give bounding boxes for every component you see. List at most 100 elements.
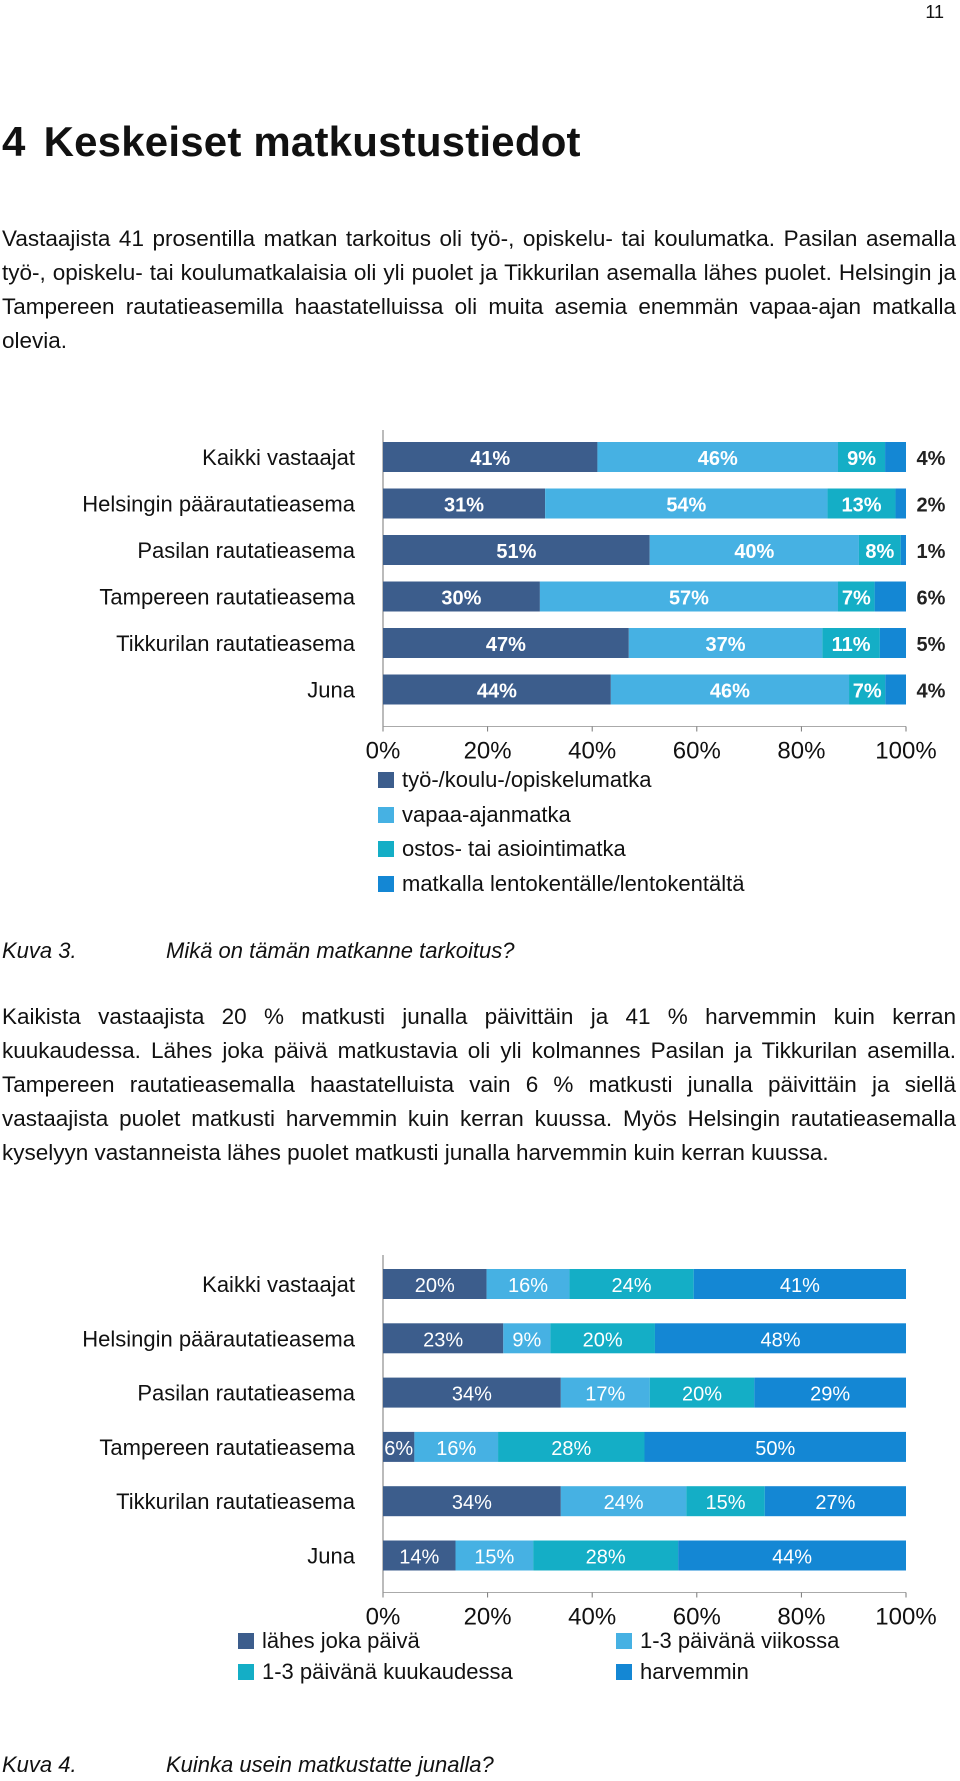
category-label: Kaikki vastaajat xyxy=(202,445,355,470)
bar-segment xyxy=(560,1377,650,1408)
data-label: 2% xyxy=(917,495,946,517)
data-label: 8% xyxy=(865,541,894,563)
bar-segment xyxy=(885,674,906,705)
x-tick-label: 0% xyxy=(366,738,401,765)
section-number: 4 xyxy=(2,118,26,165)
bar-segment xyxy=(383,1486,561,1517)
data-label: 50% xyxy=(755,1438,795,1460)
data-label: 20% xyxy=(583,1329,623,1351)
data-label: 24% xyxy=(604,1492,644,1514)
bar-segment xyxy=(383,628,629,658)
x-tick-label: 20% xyxy=(464,738,512,765)
bar-segment xyxy=(539,581,839,612)
legend-label: työ-/koulu-/opiskelumatka xyxy=(402,767,652,792)
data-label: 20% xyxy=(682,1384,722,1406)
category-label: Pasilan rautatieasema xyxy=(137,538,355,563)
bar-segment xyxy=(597,442,839,472)
bar-segment xyxy=(654,1323,906,1354)
x-tick-label: 40% xyxy=(568,738,616,765)
legend-label: 1-3 päivänä kuukaudessa xyxy=(262,1659,513,1684)
travel-frequency-chart: 0% 20% 40% 60% 80% 100% Kaikki vastaajat 20% 16%… xyxy=(82,1255,937,1684)
category-label: Tampereen rautatieasema xyxy=(99,1435,355,1460)
x-tick-label: 80% xyxy=(777,738,825,765)
legend-label: harvemmin xyxy=(640,1659,749,1684)
data-label: 13% xyxy=(842,495,882,517)
caption-label: Kuva 3. xyxy=(2,938,77,963)
bar-segment xyxy=(383,674,611,705)
x-tick-label: 100% xyxy=(875,1604,936,1631)
bar-segment xyxy=(822,628,880,658)
bar-segment xyxy=(849,674,886,705)
data-label: 9% xyxy=(512,1329,541,1351)
bar-segment xyxy=(383,1323,504,1354)
data-label: 7% xyxy=(853,681,882,703)
data-label: 6% xyxy=(384,1438,413,1460)
bar-segment xyxy=(414,1431,499,1462)
bar-segment xyxy=(560,1486,687,1517)
data-label: 54% xyxy=(666,495,706,517)
bar-segment xyxy=(827,488,896,519)
bar-segment xyxy=(383,1540,456,1571)
data-label: 20% xyxy=(415,1275,455,1297)
data-label: 4% xyxy=(917,681,946,703)
category-label: Tampereen rautatieasema xyxy=(99,585,355,610)
bar-segment xyxy=(383,442,598,472)
bar-segment xyxy=(838,581,875,612)
data-label: 30% xyxy=(441,588,481,610)
legend-label: lähes joka päivä xyxy=(262,1628,421,1653)
data-label: 1% xyxy=(917,541,946,563)
legend-label: vapaa-ajanmatka xyxy=(402,802,572,827)
bar-segment xyxy=(503,1323,551,1354)
x-tick-label: 0% xyxy=(366,1604,401,1631)
data-label: 47% xyxy=(486,634,526,656)
data-label: 27% xyxy=(815,1492,855,1514)
data-label: 15% xyxy=(706,1492,746,1514)
legend-label: matkalla lentokentälle/lentokentältä xyxy=(402,871,745,896)
data-label: 46% xyxy=(710,681,750,703)
x-tick-label: 100% xyxy=(875,738,936,765)
bar-segment xyxy=(486,1269,570,1299)
data-label: 51% xyxy=(496,541,536,563)
category-label: Juna xyxy=(307,1544,355,1569)
legend-swatch xyxy=(238,1664,254,1680)
legend-swatch xyxy=(616,1633,632,1649)
bar-segment xyxy=(550,1323,655,1354)
bar-segment xyxy=(838,442,886,472)
bar-segment xyxy=(754,1377,906,1408)
data-label: 14% xyxy=(399,1547,439,1569)
data-label: 15% xyxy=(474,1547,514,1569)
section-title: Keskeiset matkustustiedot xyxy=(43,118,581,165)
data-label: 5% xyxy=(917,634,946,656)
figure-caption-3: Kuva 3. Mikä on tämän matkanne tarkoitus? xyxy=(2,938,515,964)
bar-segment xyxy=(383,535,650,565)
bar-segment xyxy=(383,1431,415,1462)
bar-segment xyxy=(686,1486,765,1517)
bar-segment xyxy=(533,1540,679,1571)
bar-segment xyxy=(874,581,906,612)
figure-caption-4: Kuva 4. Kuinka usein matkustatte junalla? xyxy=(2,1752,494,1778)
bar-segment xyxy=(383,488,546,519)
data-label: 16% xyxy=(508,1275,548,1297)
bar-segment xyxy=(885,442,906,472)
bar-segment xyxy=(610,674,850,705)
data-label: 44% xyxy=(772,1547,812,1569)
legend-swatch xyxy=(378,772,394,788)
legend-swatch xyxy=(378,841,394,857)
data-label: 9% xyxy=(847,448,876,470)
data-label: 46% xyxy=(698,448,738,470)
caption-label: Kuva 4. xyxy=(2,1752,77,1777)
legend-label: 1-3 päivänä viikossa xyxy=(640,1628,840,1653)
data-label: 37% xyxy=(706,634,746,656)
bar-segment xyxy=(383,1269,487,1299)
x-tick-label: 20% xyxy=(464,1604,512,1631)
category-label: Pasilan rautatieasema xyxy=(137,1381,355,1406)
data-label: 44% xyxy=(477,681,517,703)
data-label: 40% xyxy=(734,541,774,563)
legend-swatch xyxy=(238,1633,254,1649)
section-heading: 4 Keskeiset matkustustiedot xyxy=(2,118,581,166)
category-label: Tikkurilan rautatieasema xyxy=(116,1489,356,1514)
data-label: 41% xyxy=(780,1275,820,1297)
data-label: 57% xyxy=(669,588,709,610)
data-label: 28% xyxy=(586,1547,626,1569)
caption-text: Mikä on tämän matkanne tarkoitus? xyxy=(166,938,515,963)
